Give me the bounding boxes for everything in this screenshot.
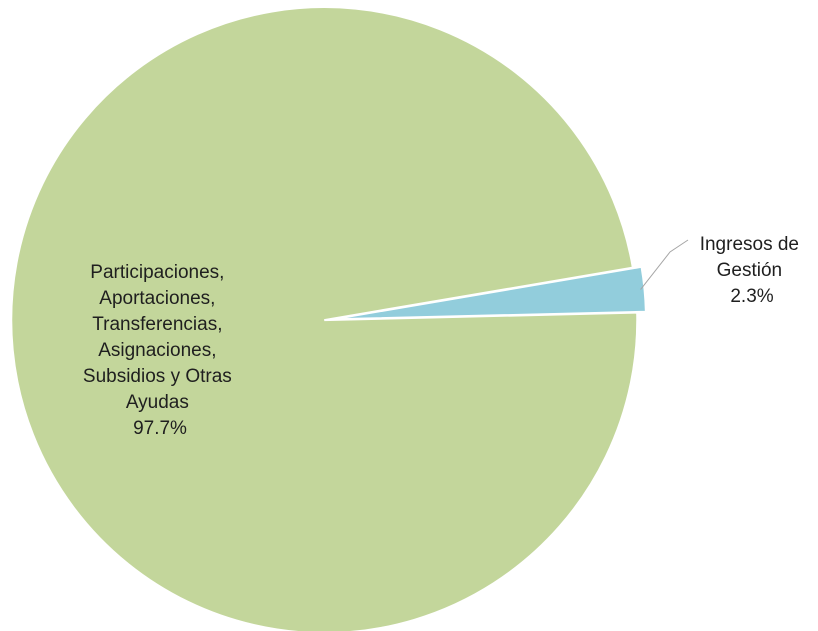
slice-label-line: Ayudas xyxy=(126,392,189,413)
slice-percent-label: 97.7% xyxy=(133,418,187,439)
pie-slices xyxy=(10,6,647,631)
slice-label-line: Transferencias, xyxy=(92,314,222,335)
slice-label-line: Asignaciones, xyxy=(98,340,216,361)
slice-label-ingresos: Ingresos de Gestión 2.3% xyxy=(700,234,805,307)
leader-line xyxy=(640,239,689,290)
slice-percent-label: 2.3% xyxy=(730,286,773,307)
pie-slice xyxy=(10,6,639,631)
slice-label-line: Aportaciones, xyxy=(99,288,215,309)
leader-lines xyxy=(640,239,689,290)
slice-label-line: Gestión xyxy=(717,260,782,281)
slice-label-line: Ingresos de xyxy=(700,234,799,255)
slice-label-line: Subsidios y Otras xyxy=(83,366,232,387)
slice-label-participaciones: Participaciones, Aportaciones, Transfere… xyxy=(83,262,237,439)
slice-label-line: Participaciones, xyxy=(90,262,224,283)
